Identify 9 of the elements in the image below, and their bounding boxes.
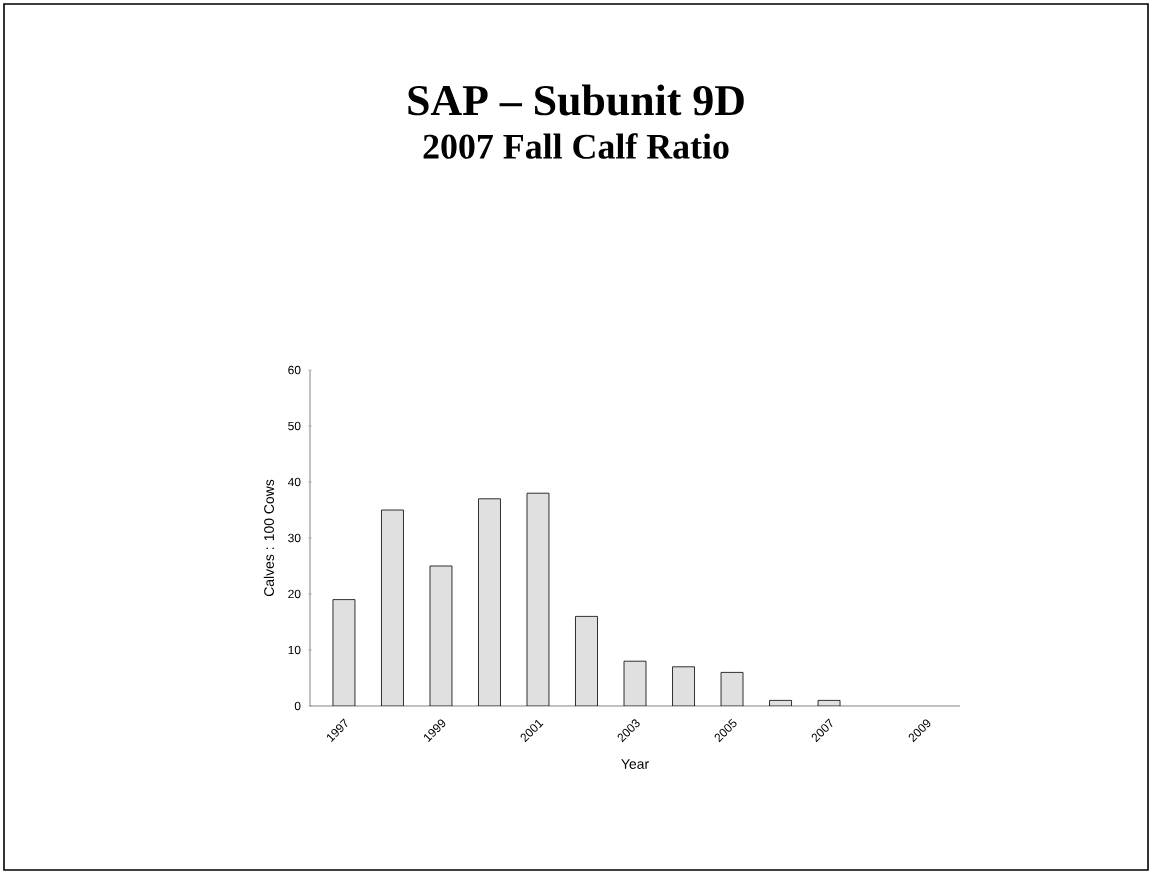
bar bbox=[332, 599, 356, 706]
bar bbox=[672, 666, 695, 706]
bar bbox=[381, 509, 404, 706]
bar bbox=[526, 492, 550, 706]
bar bbox=[575, 616, 598, 706]
bar bbox=[429, 565, 453, 706]
chart-title: SAP – Subunit 9D bbox=[408, 84, 744, 116]
bar bbox=[478, 498, 501, 706]
chart-subtitle: 2007 Fall Calf Ratio bbox=[423, 133, 729, 159]
